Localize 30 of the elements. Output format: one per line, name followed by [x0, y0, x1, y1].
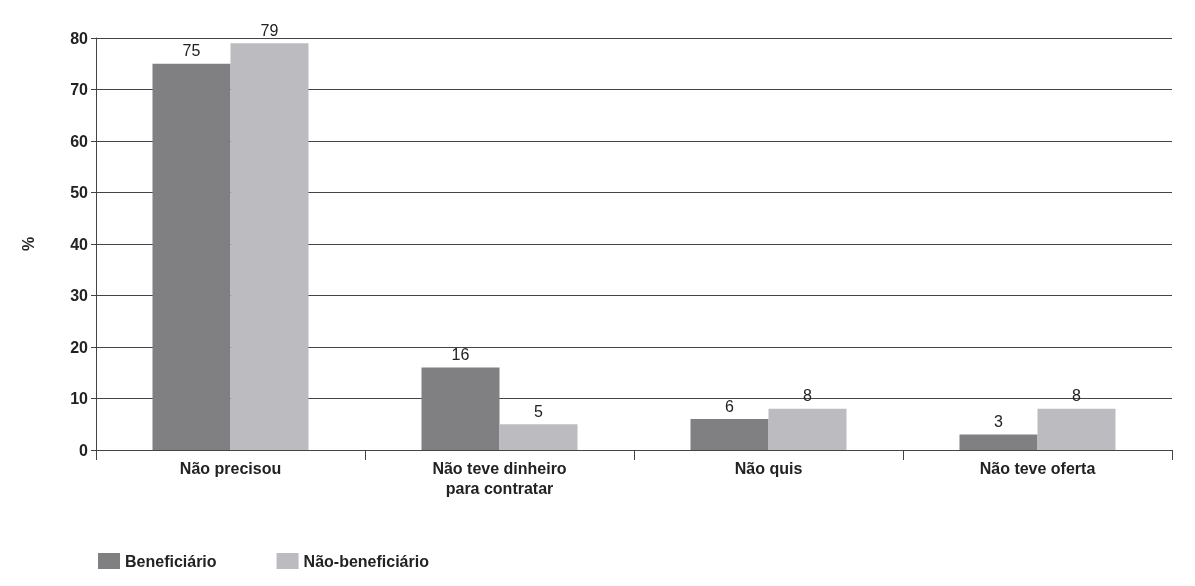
y-axis-title: % [19, 236, 37, 252]
y-tick-label: 40 [70, 235, 89, 253]
y-tick-label: 10 [70, 390, 89, 407]
x-tick-label: Não teve dinheiro para contratar [432, 459, 567, 497]
bar [959, 434, 1038, 450]
x-tick-label: Não quis [734, 459, 803, 477]
data-label: 6 [725, 397, 735, 415]
data-label: 3 [994, 413, 1004, 431]
data-label: 75 [182, 42, 201, 60]
y-tick-label: 60 [70, 132, 89, 150]
bar [1037, 408, 1116, 450]
bar [499, 424, 578, 450]
bar [421, 367, 500, 450]
legend-label: Beneficiário [125, 552, 217, 570]
x-tick-label: Não precisou [179, 459, 282, 477]
bar [768, 408, 847, 450]
legend-label: Não-beneficiário [303, 552, 430, 570]
data-label: 16 [451, 346, 470, 364]
bar [230, 43, 309, 450]
data-label: 79 [260, 21, 279, 39]
y-tick-label: 20 [70, 338, 89, 356]
data-label: 5 [534, 402, 544, 420]
y-tick-label: 30 [70, 287, 89, 304]
x-tick-label: Não teve oferta [979, 459, 1096, 477]
bar [690, 419, 769, 450]
y-tick-label: 50 [70, 184, 89, 201]
bar [152, 63, 231, 450]
y-tick-label: 0 [79, 441, 89, 459]
y-tick-label: 70 [70, 81, 89, 98]
y-tick-label: 80 [70, 29, 89, 47]
